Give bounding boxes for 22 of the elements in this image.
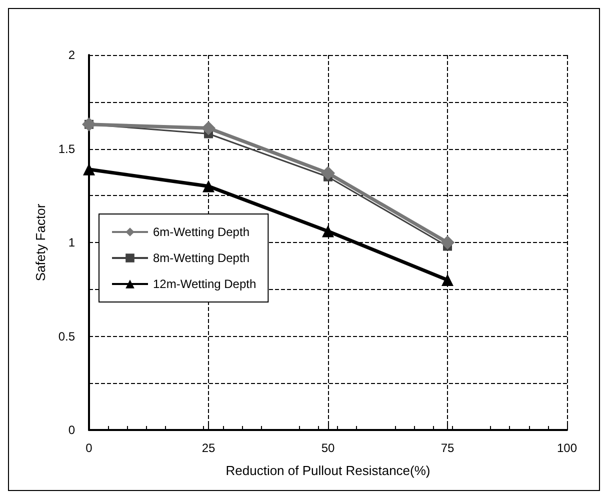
x-tick-label: 25 [202,441,216,455]
y-axis-title: Safety Factor [33,203,48,282]
legend-label: 8m-Wetting Depth [153,251,250,265]
y-tick-label: 0.5 [58,329,76,344]
y-tick-label: 0 [68,423,76,437]
point [82,117,96,132]
point [202,121,216,136]
point [442,274,454,286]
y-tick-label: 1.5 [58,142,76,156]
y-tick-label: 2 [68,48,76,62]
point [322,225,334,238]
legend-label: 6m-Wetting Depth [153,225,250,239]
x-tick-label: 75 [440,441,454,455]
x-tick-label: 100 [556,441,578,455]
legend-label: 12m-Wetting Depth [153,277,256,291]
point [440,236,454,250]
x-tick-label: 0 [86,441,93,455]
point [321,166,335,180]
x-tick-label: 50 [321,441,335,455]
y-tick-label: 1 [68,236,76,250]
x-axis-title: Reduction of Pullout Resistance(%) [226,463,430,478]
point [202,180,214,192]
